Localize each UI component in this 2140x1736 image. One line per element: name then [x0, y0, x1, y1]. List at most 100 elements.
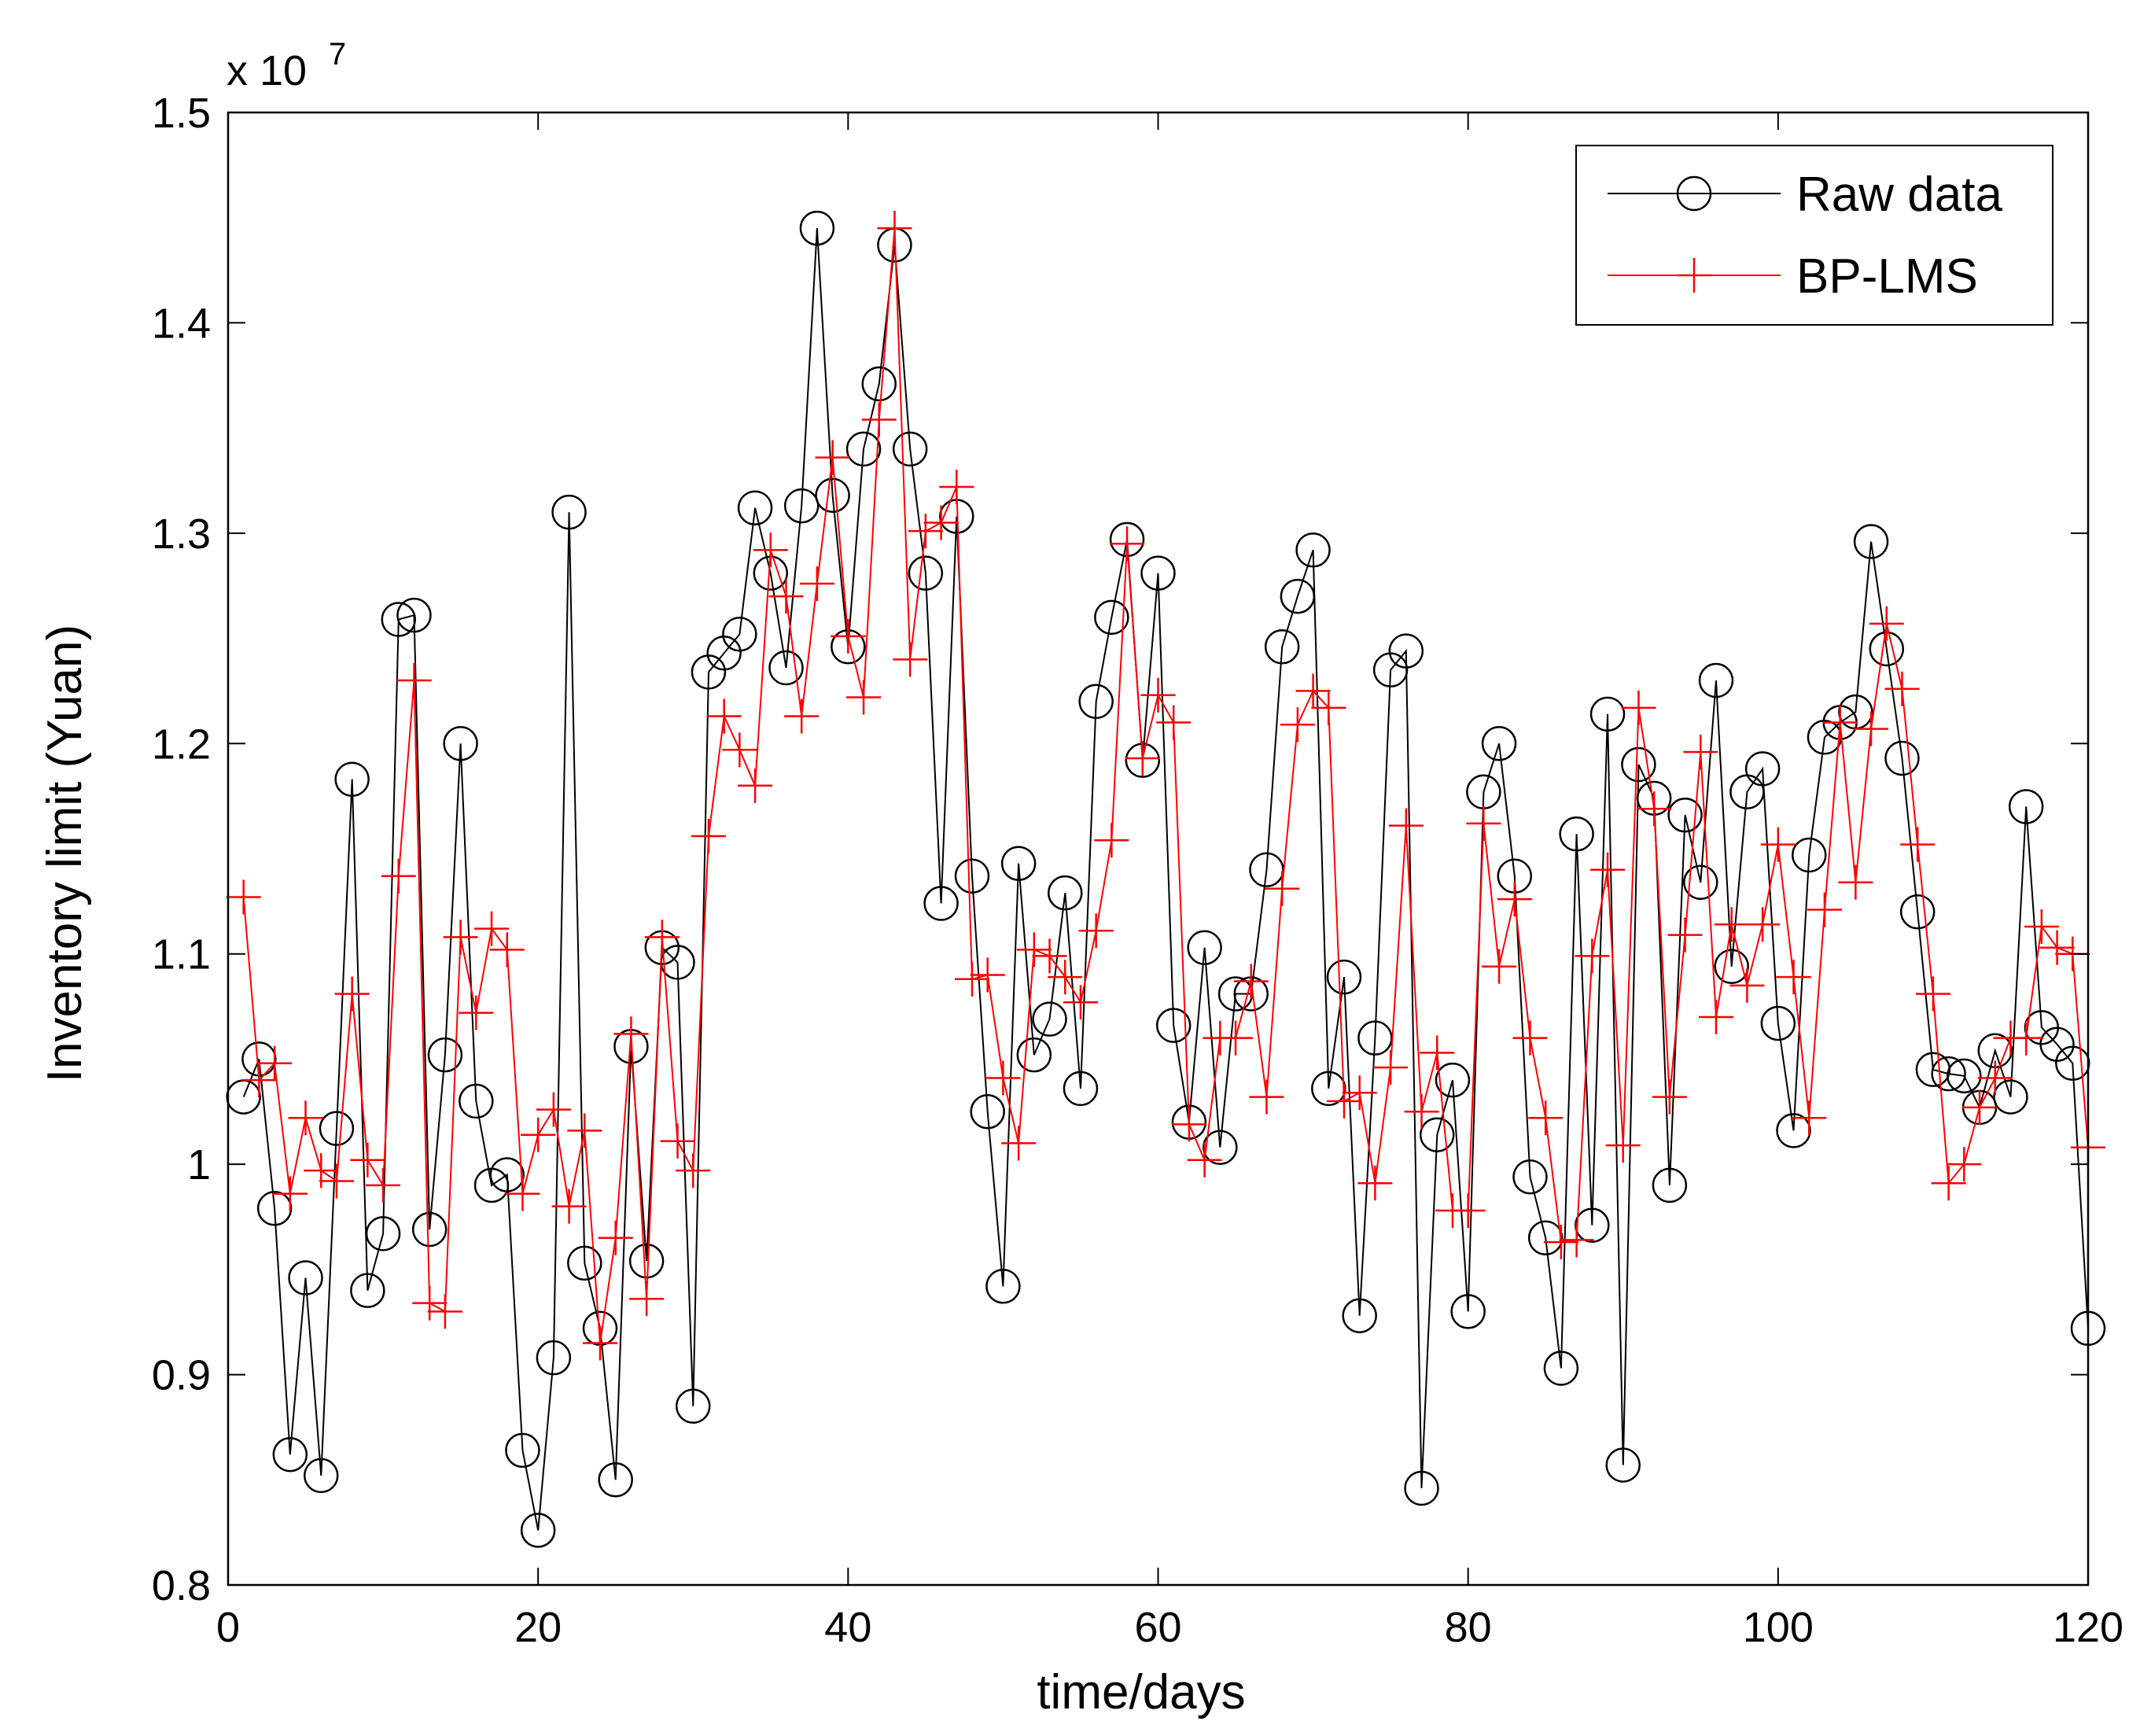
raw-data-point	[1575, 1207, 1610, 1243]
raw-data-point	[1683, 864, 1718, 901]
raw-data-point	[396, 597, 432, 633]
bp-lms-point	[350, 1142, 385, 1178]
raw-data-point	[1140, 555, 1176, 591]
raw-data-point	[536, 1340, 572, 1376]
raw-data-point	[1155, 1008, 1192, 1043]
raw-data-point	[1853, 524, 1889, 559]
bp-lms-point	[1637, 791, 1672, 827]
bp-lms-point	[1621, 690, 1656, 725]
bp-lms-point	[489, 932, 525, 968]
raw-data-point	[459, 1083, 494, 1119]
x-tick-label: 20	[514, 1604, 562, 1651]
bp-lms-point	[1280, 707, 1315, 743]
raw-data-point	[985, 1269, 1021, 1304]
raw-data-point	[1481, 726, 1517, 761]
raw-data-point	[1078, 684, 1114, 720]
bp-lms-point	[1512, 1020, 1548, 1056]
bp-lms-point	[1497, 882, 1532, 917]
raw-data-point	[1450, 1294, 1486, 1329]
bp-lms-point	[955, 961, 989, 997]
raw-data-point	[1621, 746, 1656, 783]
series-layer	[226, 210, 2106, 1548]
raw-data-point	[551, 494, 587, 530]
bp-lms-point	[1295, 673, 1331, 709]
bp-lms-point	[970, 957, 1005, 993]
raw-data-point	[304, 1458, 339, 1494]
bp-lms-point	[1575, 938, 1610, 974]
bp-lms-point	[598, 1220, 633, 1255]
bp-lms-point	[1063, 985, 1098, 1020]
bp-lms-point	[536, 1092, 571, 1127]
raw-data-point	[1884, 740, 1920, 776]
bp-lms-point	[1218, 1020, 1254, 1056]
raw-data-point	[1342, 1298, 1377, 1333]
bp-lms-point	[1420, 1035, 1455, 1071]
bp-lms-point	[1559, 1222, 1594, 1258]
raw-data-point	[567, 1245, 602, 1281]
raw-data-point	[1652, 1167, 1688, 1203]
raw-data-point	[1744, 751, 1781, 787]
bp-lms-point	[1792, 1100, 1827, 1136]
bp-lms-point	[1807, 892, 1842, 927]
raw-data-point	[1899, 894, 1936, 930]
legend-box	[1575, 145, 2053, 326]
bp-lms-point	[1048, 960, 1083, 995]
bp-lms-point	[1884, 671, 1920, 706]
bp-lms-point	[1590, 852, 1626, 887]
bp-lms-point	[1482, 949, 1517, 984]
bp-lms-point	[1714, 907, 1749, 942]
x-tick-label: 40	[824, 1604, 871, 1651]
bp-lms-point	[1683, 734, 1718, 769]
raw-data-point	[799, 210, 835, 246]
bp-lms-point	[1947, 1147, 1982, 1182]
raw-data-point	[1404, 1470, 1439, 1506]
raw-data-point	[1249, 852, 1284, 887]
y-tick-label: 1.5	[152, 90, 211, 137]
bp-lms-point	[1854, 711, 1889, 746]
x-tick-label: 60	[1134, 1604, 1181, 1651]
raw-data-point	[1264, 629, 1300, 665]
bp-lms-point	[753, 533, 788, 568]
raw-data-point	[1559, 816, 1594, 852]
bp-lms-point	[676, 1153, 711, 1189]
bp-lms-point	[474, 911, 510, 946]
raw-data-point	[970, 1094, 1005, 1130]
x-tick-label: 0	[216, 1604, 240, 1651]
raw-data-point	[1048, 875, 1083, 911]
bp-lms-point	[939, 470, 974, 505]
bp-lms-point	[1233, 964, 1269, 999]
raw-data-point	[319, 1111, 355, 1146]
raw-data-point	[1512, 1159, 1548, 1195]
raw-data-point	[845, 431, 882, 467]
bp-lms-point	[815, 440, 850, 475]
raw-data-point	[411, 1211, 448, 1248]
raw-data-point	[722, 616, 757, 652]
y-exponent-power: 7	[329, 37, 346, 72]
series-raw-data	[226, 210, 2106, 1548]
raw-data-point	[1063, 1071, 1099, 1107]
bp-lms-point	[1699, 999, 1733, 1034]
raw-data-point	[1311, 1071, 1346, 1107]
legend-raw-label: Raw data	[1796, 168, 2002, 222]
bp-lms-point	[505, 1176, 540, 1211]
raw-data-point	[256, 1191, 293, 1226]
x-tick-label: 100	[1743, 1604, 1814, 1651]
bp-lms-point	[1404, 1094, 1439, 1130]
bp-lms-point	[738, 768, 773, 803]
raw-data-point	[1187, 930, 1222, 965]
raw-data-point	[427, 1037, 463, 1073]
legend-bp-marker	[1677, 258, 1711, 293]
bp-lms-point	[985, 1060, 1021, 1096]
y-tick-label: 0.9	[152, 1352, 211, 1399]
raw-data-point	[1032, 1001, 1067, 1037]
bp-lms-point	[1605, 1128, 1641, 1163]
bp-lms-point	[459, 995, 494, 1030]
legend-raw-marker	[1676, 175, 1712, 212]
bp-lms-point	[644, 920, 680, 955]
raw-data-point	[1016, 1037, 1052, 1073]
raw-data-point	[1420, 1117, 1455, 1152]
raw-data-point	[1527, 1220, 1564, 1255]
bp-lms-point	[799, 566, 834, 602]
bp-lms-point	[319, 1163, 354, 1199]
